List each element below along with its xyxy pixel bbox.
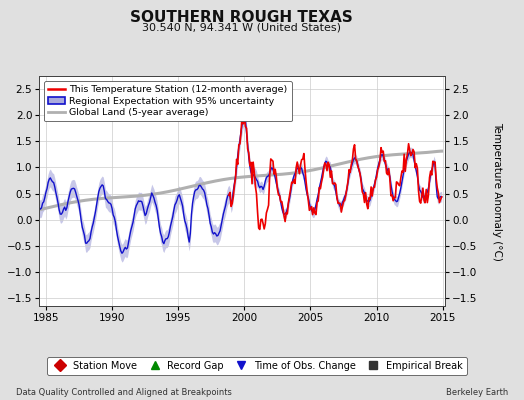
Text: 30.540 N, 94.341 W (United States): 30.540 N, 94.341 W (United States) xyxy=(141,22,341,32)
Text: Data Quality Controlled and Aligned at Breakpoints: Data Quality Controlled and Aligned at B… xyxy=(16,388,232,397)
Text: Berkeley Earth: Berkeley Earth xyxy=(446,388,508,397)
Legend: This Temperature Station (12-month average), Regional Expectation with 95% uncer: This Temperature Station (12-month avera… xyxy=(44,81,291,122)
Y-axis label: Temperature Anomaly (°C): Temperature Anomaly (°C) xyxy=(492,122,501,260)
Legend: Station Move, Record Gap, Time of Obs. Change, Empirical Break: Station Move, Record Gap, Time of Obs. C… xyxy=(47,357,467,375)
Text: SOUTHERN ROUGH TEXAS: SOUTHERN ROUGH TEXAS xyxy=(129,10,353,25)
